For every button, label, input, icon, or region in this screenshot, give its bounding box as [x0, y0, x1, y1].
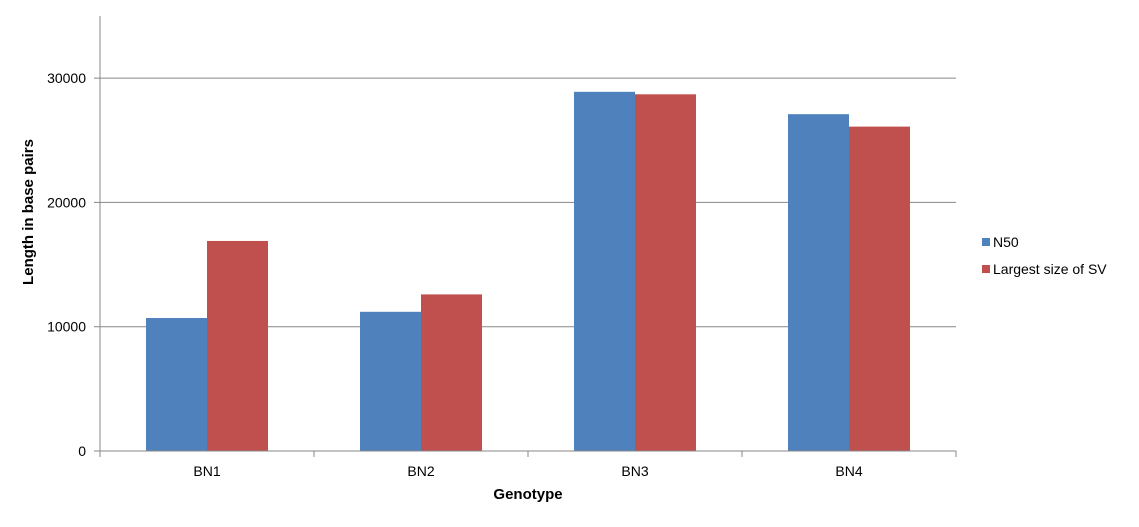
bar-largest-size-of-sv-bn3 — [635, 94, 696, 452]
x-tick-label: BN4 — [835, 463, 862, 479]
legend-swatch — [982, 265, 990, 273]
bar-n50-bn2 — [360, 311, 421, 451]
bar-n50-bn1 — [146, 318, 207, 451]
legend-swatch — [982, 238, 990, 246]
axes — [94, 16, 957, 457]
x-tick-label: BN2 — [407, 463, 434, 479]
bar-n50-bn4 — [788, 114, 849, 451]
legend-label: Largest size of SV — [993, 261, 1107, 277]
legend: N50 Largest size of SV — [982, 234, 1107, 277]
y-tick-label: 20000 — [47, 194, 86, 210]
x-axis-title: Genotype — [493, 486, 562, 503]
y-tick-label: 10000 — [47, 319, 86, 335]
y-axis-title: Length in base pairs — [20, 139, 37, 285]
x-tick-label: BN3 — [621, 463, 648, 479]
bar-largest-size-of-sv-bn1 — [207, 240, 268, 451]
y-tick-label: 0 — [78, 443, 86, 459]
bar-largest-size-of-sv-bn4 — [849, 126, 910, 451]
bar-n50-bn3 — [574, 91, 635, 452]
y-tick-label: 30000 — [47, 70, 86, 86]
x-tick-label: BN1 — [193, 463, 220, 479]
legend-label: N50 — [993, 234, 1019, 250]
bars — [146, 91, 910, 452]
tick-labels: 0 10000 20000 30000 BN1 BN2 BN3 BN4 — [47, 70, 863, 479]
bar-largest-size-of-sv-bn2 — [421, 294, 482, 451]
